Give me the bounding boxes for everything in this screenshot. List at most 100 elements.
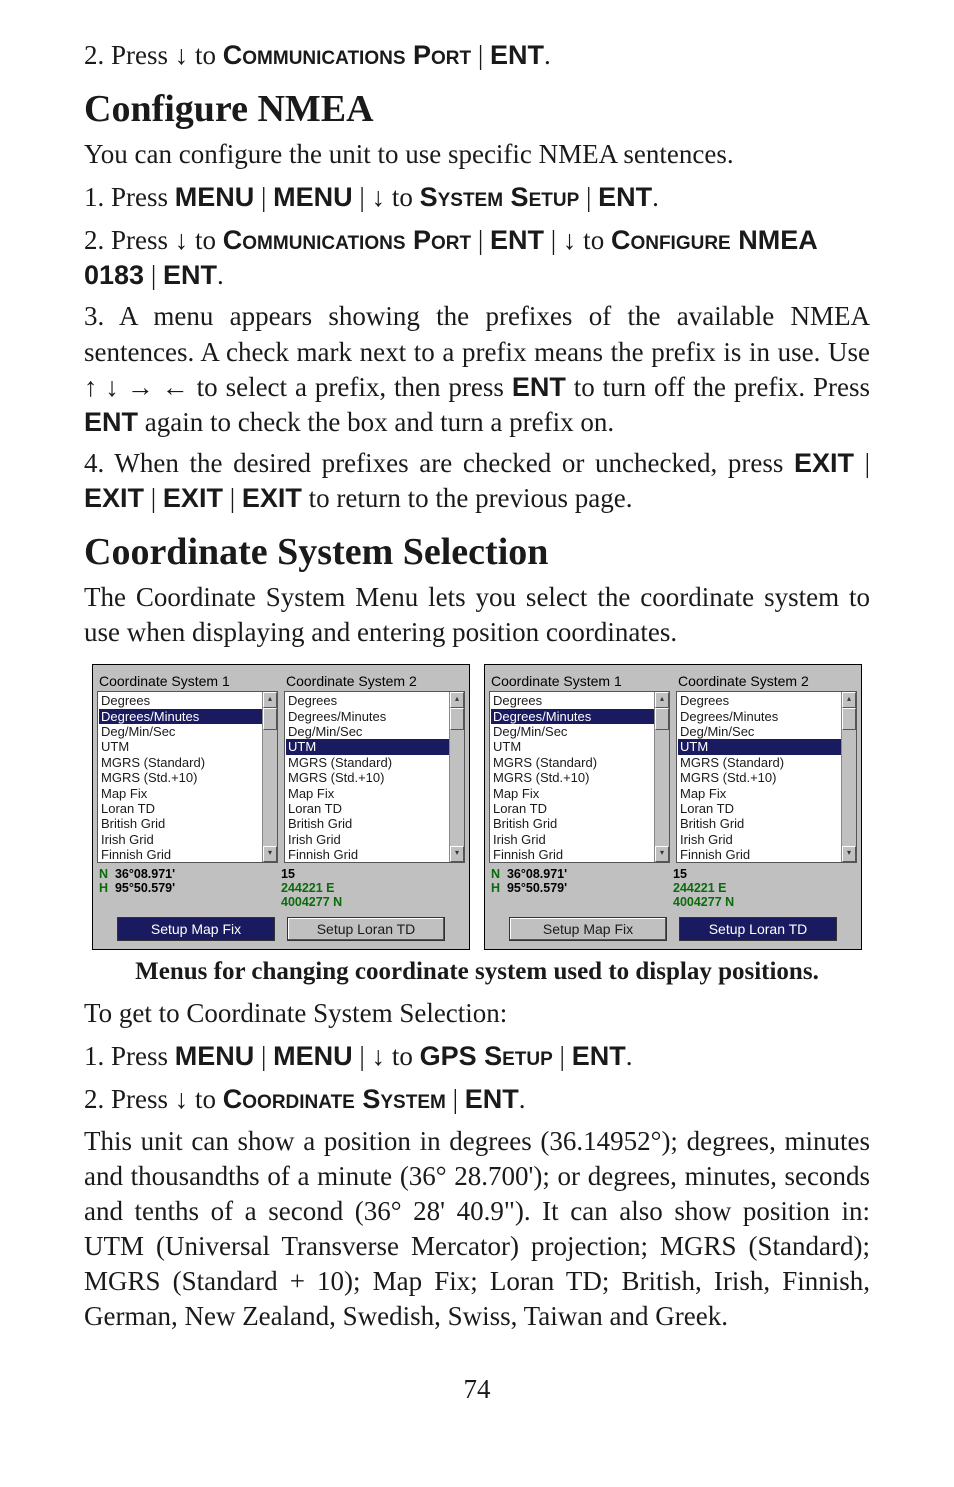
coord-system-option[interactable]: Loran TD — [678, 801, 841, 816]
coord-system-option[interactable]: UTM — [99, 739, 262, 754]
scroll-down-icon[interactable]: ▾ — [450, 846, 464, 862]
scrollbar[interactable]: ▴ ▾ — [841, 692, 856, 862]
setup-loran-td-button[interactable]: Setup Loran TD — [287, 917, 445, 941]
coord-system-option[interactable]: MGRS (Std.+10) — [99, 770, 262, 785]
separator: | — [144, 483, 163, 513]
heading-configure-nmea: Configure NMEA — [84, 87, 870, 131]
scroll-up-icon[interactable]: ▴ — [655, 692, 669, 708]
lon-label: H — [99, 881, 108, 895]
coord-system-option[interactable]: Map Fix — [286, 786, 449, 801]
arrow-to: ↓ to — [372, 182, 420, 212]
coord-system-option[interactable]: Irish Grid — [99, 832, 262, 847]
coord-system-option[interactable]: Degrees — [286, 693, 449, 708]
period: . — [544, 40, 551, 70]
text-frag: 1. Press — [84, 182, 175, 212]
scroll-thumb[interactable] — [842, 708, 856, 730]
coord-system-option[interactable]: Degrees/Minutes — [491, 709, 654, 724]
coord-system-option[interactable]: Loran TD — [286, 801, 449, 816]
coord-system-option[interactable]: Irish Grid — [678, 832, 841, 847]
coord-list-2-right[interactable]: DegreesDegrees/MinutesDeg/Min/SecUTMMGRS… — [676, 691, 857, 863]
coord-system-option[interactable]: Deg/Min/Sec — [99, 724, 262, 739]
scroll-down-icon[interactable]: ▾ — [842, 846, 856, 862]
coord-system-option[interactable]: British Grid — [678, 816, 841, 831]
col-title-2: Coordinate System 2 — [284, 673, 465, 691]
easting-value: 244221 E — [673, 881, 727, 895]
period: . — [626, 1041, 633, 1071]
scrollbar[interactable]: ▴ ▾ — [262, 692, 277, 862]
coord-system-option[interactable]: UTM — [286, 739, 449, 754]
heading-coord-system: Coordinate System Selection — [84, 530, 870, 574]
coord-system-option[interactable]: Map Fix — [491, 786, 654, 801]
coord-system-option[interactable]: Map Fix — [678, 786, 841, 801]
step-2-coord: 2. Press ↓ to Coordinate System | ENT. — [84, 1082, 870, 1117]
text-frag: to return to the previous page. — [302, 483, 633, 513]
coord-list-1-left[interactable]: DegreesDegrees/MinutesDeg/Min/SecUTMMGRS… — [97, 691, 278, 863]
exit-label: EXIT — [84, 483, 144, 513]
scrollbar[interactable]: ▴ ▾ — [654, 692, 669, 862]
coord-system-option[interactable]: British Grid — [286, 816, 449, 831]
scroll-thumb[interactable] — [655, 708, 669, 730]
coord-system-option[interactable]: Loran TD — [491, 801, 654, 816]
coord-system-option[interactable]: MGRS (Standard) — [99, 755, 262, 770]
coord-system-option[interactable]: MGRS (Std.+10) — [491, 770, 654, 785]
coord-system-option[interactable]: MGRS (Std.+10) — [678, 770, 841, 785]
menu-label: System Setup — [420, 182, 580, 212]
scroll-thumb[interactable] — [263, 708, 277, 730]
col-title-1: Coordinate System 1 — [97, 673, 278, 691]
coord-system-option[interactable]: Irish Grid — [491, 832, 654, 847]
ent-label: ENT — [598, 182, 652, 212]
text-frag: 2. Press ↓ to — [84, 40, 223, 70]
lat-label: N — [99, 867, 108, 881]
scroll-down-icon[interactable]: ▾ — [655, 846, 669, 862]
coord-system-option[interactable]: MGRS (Standard) — [491, 755, 654, 770]
coord-system-option[interactable]: Degrees/Minutes — [678, 709, 841, 724]
coord-system-option[interactable]: UTM — [678, 739, 841, 754]
coord-system-option[interactable]: Finnish Grid — [286, 847, 449, 862]
coord-system-option[interactable]: Finnish Grid — [678, 847, 841, 862]
menu-label: Communications Port — [223, 225, 471, 255]
ent-label: ENT — [512, 372, 566, 402]
separator: | — [353, 182, 372, 212]
separator: | — [579, 182, 598, 212]
setup-map-fix-button[interactable]: Setup Map Fix — [117, 917, 275, 941]
coord-system-option[interactable]: Deg/Min/Sec — [286, 724, 449, 739]
coord-system-option[interactable]: UTM — [491, 739, 654, 754]
coord-system-option[interactable]: Finnish Grid — [99, 847, 262, 862]
coord-list-2-left[interactable]: DegreesDegrees/MinutesDeg/Min/SecUTMMGRS… — [489, 691, 670, 863]
coord-system-option[interactable]: Loran TD — [99, 801, 262, 816]
coord-system-option[interactable]: Degrees/Minutes — [286, 709, 449, 724]
setup-loran-td-button[interactable]: Setup Loran TD — [679, 917, 837, 941]
step-2-top: 2. Press ↓ to Communications Port | ENT. — [84, 38, 870, 73]
menu-key: MENU — [273, 182, 353, 212]
coord-system-option[interactable]: Finnish Grid — [491, 847, 654, 862]
step-1-nmea: 1. Press MENU | MENU | ↓ to System Setup… — [84, 180, 870, 215]
arrow-to: ↓ to — [372, 1041, 420, 1071]
coord-system-option[interactable]: Degrees — [678, 693, 841, 708]
coord-system-option[interactable]: MGRS (Std.+10) — [286, 770, 449, 785]
separator: | — [446, 1084, 465, 1114]
coord-system-option[interactable]: Deg/Min/Sec — [491, 724, 654, 739]
coord-system-option[interactable]: Degrees — [99, 693, 262, 708]
ent-label: ENT — [572, 1041, 626, 1071]
screenshot-1: Coordinate System 1 DegreesDegrees/Minut… — [92, 664, 470, 950]
separator: | — [854, 448, 870, 478]
coord-system-option[interactable]: Deg/Min/Sec — [678, 724, 841, 739]
scrollbar[interactable]: ▴ ▾ — [449, 692, 464, 862]
scroll-thumb[interactable] — [450, 708, 464, 730]
coord-system-option[interactable]: British Grid — [491, 816, 654, 831]
coord-system-option[interactable]: MGRS (Standard) — [286, 755, 449, 770]
coord-system-option[interactable]: Degrees — [491, 693, 654, 708]
scroll-up-icon[interactable]: ▴ — [263, 692, 277, 708]
scroll-down-icon[interactable]: ▾ — [263, 846, 277, 862]
coord-list-1-right[interactable]: DegreesDegrees/MinutesDeg/Min/SecUTMMGRS… — [284, 691, 465, 863]
setup-map-fix-button[interactable]: Setup Map Fix — [509, 917, 667, 941]
coord-system-option[interactable]: Degrees/Minutes — [99, 709, 262, 724]
scroll-up-icon[interactable]: ▴ — [842, 692, 856, 708]
scroll-up-icon[interactable]: ▴ — [450, 692, 464, 708]
position-values: N 36°08.971' H 95°50.579' 15 244221 E 40… — [485, 863, 861, 911]
coord-system-option[interactable]: Irish Grid — [286, 832, 449, 847]
coord-system-option[interactable]: British Grid — [99, 816, 262, 831]
coord-system-option[interactable]: MGRS (Standard) — [678, 755, 841, 770]
coord-system-option[interactable]: Map Fix — [99, 786, 262, 801]
northing-value: 4004277 N — [281, 895, 342, 909]
